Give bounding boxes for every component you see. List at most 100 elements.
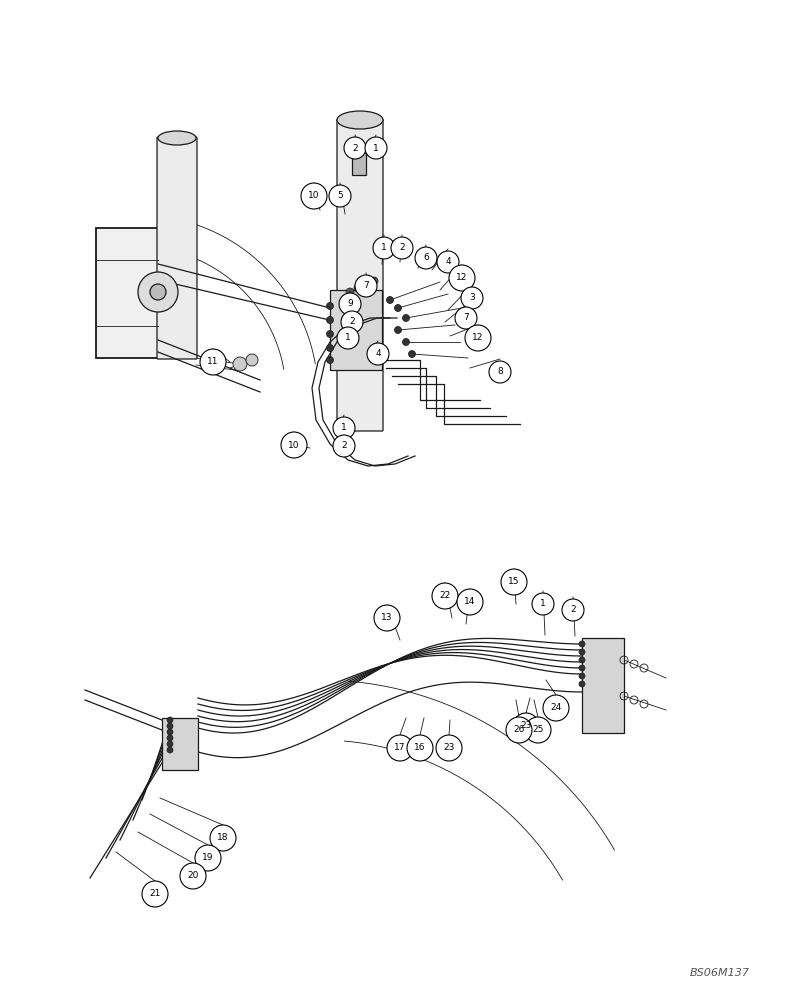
Text: 10: 10 — [308, 192, 320, 200]
Circle shape — [180, 863, 206, 889]
Circle shape — [370, 277, 378, 285]
Circle shape — [500, 569, 526, 595]
Circle shape — [505, 717, 531, 743]
Circle shape — [354, 284, 362, 292]
Circle shape — [561, 599, 583, 621]
Circle shape — [326, 302, 333, 310]
Bar — [162, 718, 198, 770]
Text: 25: 25 — [532, 726, 543, 734]
Circle shape — [333, 435, 354, 457]
Text: 12: 12 — [456, 273, 467, 282]
FancyBboxPatch shape — [337, 119, 383, 431]
Circle shape — [150, 284, 165, 300]
Circle shape — [362, 280, 370, 288]
Circle shape — [578, 641, 584, 647]
Circle shape — [326, 344, 333, 352]
Text: 10: 10 — [288, 440, 299, 450]
Text: 11: 11 — [207, 358, 218, 366]
Circle shape — [167, 741, 173, 747]
Circle shape — [142, 881, 168, 907]
Text: 26: 26 — [513, 726, 524, 734]
Text: 18: 18 — [217, 833, 229, 842]
Circle shape — [333, 417, 354, 439]
Circle shape — [457, 589, 483, 615]
Circle shape — [210, 825, 236, 851]
Circle shape — [338, 293, 361, 315]
Text: 24: 24 — [550, 704, 561, 712]
Text: 1: 1 — [345, 334, 350, 342]
Circle shape — [454, 307, 476, 329]
Circle shape — [167, 723, 173, 729]
Circle shape — [431, 583, 457, 609]
Text: 23: 23 — [520, 722, 531, 730]
Circle shape — [578, 673, 584, 679]
Circle shape — [402, 314, 409, 322]
Text: 2: 2 — [399, 243, 405, 252]
Circle shape — [328, 185, 350, 207]
Circle shape — [387, 735, 413, 761]
Circle shape — [345, 288, 354, 296]
Circle shape — [301, 183, 327, 209]
Circle shape — [386, 296, 393, 304]
Circle shape — [372, 237, 394, 259]
Text: 2: 2 — [352, 144, 358, 153]
Text: 12: 12 — [472, 334, 483, 342]
Circle shape — [543, 695, 569, 721]
Circle shape — [513, 713, 539, 739]
Circle shape — [578, 657, 584, 663]
Text: 2: 2 — [341, 442, 346, 450]
Text: 13: 13 — [381, 613, 393, 622]
Circle shape — [578, 665, 584, 671]
Circle shape — [365, 137, 387, 159]
Circle shape — [394, 304, 401, 312]
Circle shape — [167, 735, 173, 741]
Text: 22: 22 — [439, 591, 450, 600]
Text: 1: 1 — [373, 144, 379, 153]
Text: 7: 7 — [363, 282, 368, 290]
Bar — [351, 153, 366, 175]
Circle shape — [465, 325, 491, 351]
Text: 17: 17 — [394, 744, 406, 752]
Circle shape — [337, 327, 358, 349]
Circle shape — [326, 330, 333, 338]
Text: 1: 1 — [380, 243, 386, 252]
Text: 8: 8 — [496, 367, 502, 376]
Text: 4: 4 — [444, 257, 450, 266]
Circle shape — [461, 287, 483, 309]
Circle shape — [488, 361, 510, 383]
Circle shape — [138, 272, 178, 312]
Text: 2: 2 — [569, 605, 575, 614]
Text: 2: 2 — [349, 318, 354, 326]
FancyBboxPatch shape — [157, 137, 197, 359]
Circle shape — [436, 735, 461, 761]
Circle shape — [531, 593, 553, 615]
Bar — [581, 638, 623, 733]
Text: 9: 9 — [346, 300, 353, 308]
Circle shape — [408, 351, 415, 358]
Circle shape — [167, 747, 173, 753]
Text: 4: 4 — [375, 350, 380, 359]
Circle shape — [525, 717, 551, 743]
Circle shape — [200, 349, 225, 375]
Circle shape — [436, 251, 458, 273]
Circle shape — [367, 343, 388, 365]
Ellipse shape — [158, 131, 195, 145]
Text: 7: 7 — [462, 314, 468, 322]
Text: 1: 1 — [539, 599, 545, 608]
Text: 23: 23 — [443, 744, 454, 752]
Circle shape — [391, 237, 413, 259]
Circle shape — [414, 247, 436, 269]
Circle shape — [578, 649, 584, 655]
Text: 5: 5 — [337, 192, 342, 200]
Circle shape — [344, 137, 366, 159]
Circle shape — [167, 717, 173, 723]
Polygon shape — [96, 228, 158, 358]
Circle shape — [578, 681, 584, 687]
Ellipse shape — [337, 111, 383, 129]
Text: 16: 16 — [414, 744, 425, 752]
Circle shape — [341, 311, 363, 333]
Circle shape — [394, 326, 401, 334]
Circle shape — [233, 357, 247, 371]
Text: 19: 19 — [202, 853, 213, 862]
Bar — [329, 290, 381, 370]
